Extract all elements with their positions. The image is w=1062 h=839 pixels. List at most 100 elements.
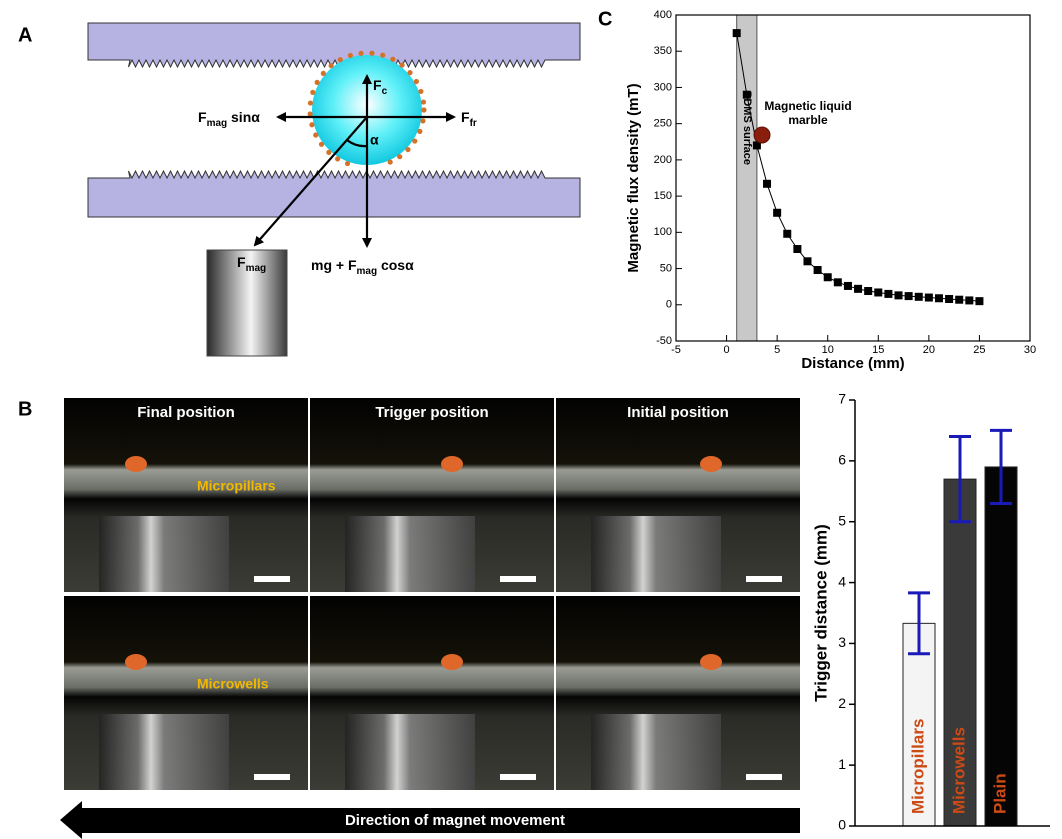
- label-tail: sinα: [227, 109, 260, 125]
- marker: [895, 291, 903, 299]
- particle: [418, 89, 423, 94]
- particle: [329, 63, 334, 68]
- particle: [405, 147, 410, 152]
- particle: [308, 111, 313, 116]
- y-tick-label: 1: [838, 756, 846, 772]
- marker: [763, 180, 771, 188]
- particle: [348, 53, 353, 58]
- droplet: [125, 654, 147, 670]
- droplet: [441, 456, 463, 472]
- magnet-photo: [99, 714, 229, 790]
- x-tick-label: -5: [671, 344, 681, 356]
- category-label: Plain: [990, 773, 1009, 814]
- label-tail: cosα: [377, 257, 414, 273]
- y-tick-label: 300: [654, 81, 672, 93]
- marker: [874, 288, 882, 296]
- bar: [985, 467, 1017, 826]
- label-base: mg + F: [311, 257, 357, 273]
- y-axis-label: Magnetic flux density (mT): [625, 83, 642, 272]
- x-tick-label: 5: [774, 344, 780, 356]
- marker: [915, 293, 923, 301]
- y-tick-label: 4: [838, 573, 846, 589]
- annotation: Magnetic liquid: [764, 99, 851, 113]
- particle: [309, 122, 314, 127]
- magnet-photo: [591, 714, 721, 790]
- marker: [733, 29, 741, 37]
- label-sub: mag: [246, 263, 267, 274]
- y-tick-label: 0: [666, 299, 672, 311]
- label-sub: mag: [207, 118, 228, 129]
- particle: [308, 100, 313, 105]
- particle: [380, 53, 385, 58]
- marker: [793, 245, 801, 253]
- marble-icon: [754, 127, 770, 143]
- marker: [773, 209, 781, 217]
- label-sub: mag: [357, 266, 378, 277]
- y-tick-label: 0: [838, 817, 846, 833]
- x-tick-label: 0: [724, 344, 730, 356]
- particle: [315, 80, 320, 85]
- photo-grid: Final positionTrigger positionInitial po…: [64, 398, 800, 790]
- y-axis-label: Trigger distance (mm): [811, 524, 830, 702]
- y-tick-label: 5: [838, 512, 846, 528]
- y-tick-label: 250: [654, 118, 672, 130]
- shaded-band: [737, 15, 757, 341]
- category-label: Micropillars: [908, 719, 927, 814]
- particle: [417, 129, 422, 134]
- particle: [313, 132, 318, 137]
- diagram: Fc Fmag sinα Ffr α Fmag mg + Fmag cosα: [88, 23, 580, 356]
- y-tick-label: 150: [654, 190, 672, 202]
- particle: [326, 150, 331, 155]
- marker: [955, 296, 963, 304]
- marker: [814, 266, 822, 274]
- marker: [783, 230, 791, 238]
- marker: [824, 273, 832, 281]
- y-tick-label: -50: [656, 335, 672, 347]
- droplet: [441, 654, 463, 670]
- force-label: mg + Fmag cosα: [311, 257, 414, 277]
- direction-arrow: Direction of magnet movement: [60, 801, 800, 839]
- y-tick-label: 350: [654, 45, 672, 57]
- marker: [803, 257, 811, 265]
- label-sub: c: [382, 86, 388, 97]
- figure: A B C Fc Fmag sinα Ffr α Fmag mg + Fmag …: [0, 0, 1062, 839]
- droplet: [700, 654, 722, 670]
- particle: [407, 70, 412, 75]
- top-plate: [88, 23, 580, 67]
- panel-label: A: [18, 24, 32, 46]
- column-header: Final position: [137, 404, 235, 421]
- particle: [358, 51, 363, 56]
- particle: [420, 118, 425, 123]
- y-tick-label: 200: [654, 154, 672, 166]
- particle: [414, 79, 419, 84]
- marker: [965, 296, 973, 304]
- scale-bar: [500, 576, 536, 582]
- force-label: Fmag sinα: [198, 109, 260, 129]
- marker: [945, 295, 953, 303]
- y-tick-label: 7: [838, 391, 846, 407]
- scale-bar: [746, 774, 782, 780]
- y-tick-label: 3: [838, 634, 846, 650]
- particle: [335, 156, 340, 161]
- band-label: PDMS surface: [741, 91, 753, 165]
- particle: [388, 159, 393, 164]
- y-tick-label: 400: [654, 9, 672, 21]
- y-tick-label: 2: [838, 695, 846, 711]
- marker: [884, 290, 892, 298]
- droplet: [125, 456, 147, 472]
- marker: [925, 294, 933, 302]
- angle-label: α: [370, 132, 379, 148]
- x-tick-label: 20: [923, 344, 935, 356]
- axes-frame: [676, 15, 1030, 341]
- particle: [321, 71, 326, 76]
- marker: [834, 278, 842, 286]
- label-sub: fr: [470, 118, 477, 129]
- magnet-photo: [99, 516, 229, 592]
- magnet-photo: [345, 516, 475, 592]
- column-header: Trigger position: [375, 404, 488, 421]
- force-label: Ffr: [461, 109, 477, 129]
- particle: [310, 90, 315, 95]
- magnet-photo: [591, 516, 721, 592]
- y-tick-label: 50: [660, 262, 672, 274]
- marker: [854, 285, 862, 293]
